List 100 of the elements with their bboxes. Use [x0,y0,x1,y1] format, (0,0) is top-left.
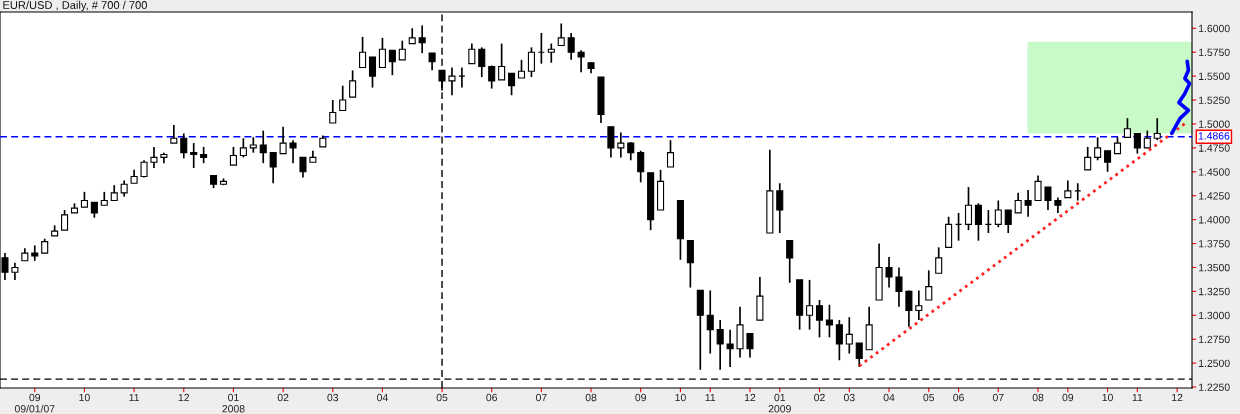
candlestick [1123,117,1131,139]
y-tick-label: 1.3750 [1199,240,1230,248]
candlestick [1104,149,1112,173]
chart-title: EUR/USD , Daily, # 700 / 700 [3,0,147,12]
x-tick-label: 11 [705,393,716,402]
y-tick-label: 1.4750 [1199,144,1230,152]
x-tick-label: 09 [635,393,646,402]
candlestick [458,66,466,89]
candlestick [517,59,526,79]
candlestick [686,239,694,289]
x-tick-label: 05 [923,393,935,402]
y-tick-label: 1.5000 [1199,120,1230,128]
x-tick-label: 10 [1102,393,1113,402]
candlestick [1004,209,1012,234]
x-tick-label: 02 [277,393,289,402]
x-tick-label: 10 [79,393,90,402]
candlestick [378,36,386,69]
candlestick [339,84,347,112]
x-tick-label: 03 [843,393,855,402]
candlestick [180,132,188,160]
candlestick [1133,132,1141,155]
y-tick-label: 1.4250 [1199,192,1230,200]
y-tick-label: 1.3000 [1199,311,1230,320]
y-tick-label: 1.2250 [1199,383,1230,391]
candlestick [1094,136,1102,162]
candlestick [925,269,933,301]
y-tick-label: 1.5250 [1199,96,1230,104]
y-tick-label: 1.4500 [1199,168,1230,176]
candlestick [289,139,297,165]
candlestick [637,149,645,184]
candlestick [448,66,456,97]
candlestick [1024,189,1032,218]
candlestick [279,125,287,155]
candlestick [269,151,277,185]
candlestick [438,69,446,92]
candlestick [368,56,377,89]
y-tick-label: 1.4000 [1199,216,1230,224]
candlestick [706,289,714,355]
candlestick [964,186,973,231]
candlestick [776,182,784,234]
candlestick [835,319,843,362]
candlestick [567,32,575,61]
x-tick-label: 06 [486,393,498,402]
x-tick-label: 06 [953,393,964,402]
candlestick [557,22,565,47]
candlestick [527,46,535,78]
x-tick-label: 07 [992,393,1004,402]
candlestick [547,42,555,64]
candlestick [190,142,198,169]
y-tick-label: 1.2500 [1199,359,1230,367]
candlestick [935,246,943,275]
candlestick [150,146,158,169]
candlestick [627,141,635,162]
candlestick [1074,182,1082,202]
candlestick [716,319,724,371]
x-tick-label: 05 [436,393,448,402]
candlestick [577,49,585,74]
candlestick [61,209,69,231]
x-tick-label: 04 [377,393,388,402]
candlestick [508,72,516,97]
candlestick [885,256,893,289]
candlestick [855,342,863,368]
candlestick [617,131,625,159]
candlestick [329,99,337,124]
x-tick-label: 04 [883,393,895,402]
candlestick [845,316,853,355]
candlestick [239,137,247,159]
candlestick [388,49,396,76]
x-tick-label: 11 [1132,393,1143,402]
candlestick [974,202,982,242]
candlestick [398,39,406,61]
candlestick [905,289,913,328]
candlestick [299,156,307,179]
y-tick-label: 1.2750 [1199,335,1230,344]
candlestick [895,266,903,308]
candlestick [746,332,754,359]
candlestick [170,124,178,144]
candlestick [786,239,794,284]
x-tick-label: 08 [1032,393,1044,402]
candlestick [468,42,476,65]
candlestick [666,139,675,168]
x-tick-label: 12 [1172,393,1183,402]
candlestick [607,125,615,159]
x-tick-label: 09 09/01/07 [14,393,55,413]
x-tick-label: 11 [129,393,139,402]
y-tick-label: 1.3500 [1199,263,1230,272]
x-tick-label: 09 [1062,393,1074,402]
candlestick [756,276,764,321]
x-tick-label: 07 [535,393,547,402]
x-tick-label: 08 [585,393,597,402]
y-tick-label: 1.5750 [1199,48,1230,57]
candlestick [418,24,426,54]
x-tick-label: 01 2008 [222,393,245,413]
candlestick [1084,146,1092,171]
candlestick [349,69,357,98]
ref-line-label: 1.4866 [1198,132,1230,140]
candlestick [478,46,486,78]
candlestick [1044,186,1052,211]
x-tick-label: 03 [327,393,339,402]
candlestick [825,303,833,339]
